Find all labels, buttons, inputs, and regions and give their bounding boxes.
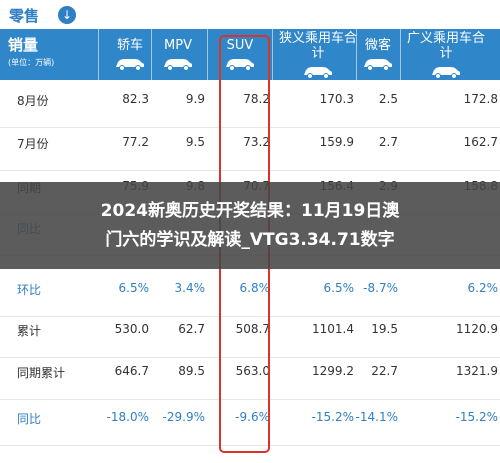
row-label: 8月份	[17, 94, 49, 108]
column-header-label: SUV	[226, 38, 254, 53]
car-icon	[432, 66, 460, 79]
row-divider	[0, 127, 500, 128]
column-header: SUV	[214, 29, 266, 80]
table-row: 8月份 82.3 9.9 78.2 170.3 2.5 172.8	[0, 85, 500, 129]
table-cell: -15.2%	[311, 410, 354, 424]
table-row: 同期累计 646.7 89.5 563.0 1299.2 22.7 1321.9	[0, 357, 500, 401]
suv-icon	[226, 59, 254, 71]
table-cell: 62.7	[178, 322, 205, 336]
column-header-label: 轿车	[116, 38, 143, 53]
headline-banner[interactable]: 2024新奥历史开奖结果：11月19日澳 门六的学识及解读_VTG3.34.71…	[0, 182, 500, 269]
column-header-label: 狭义乘用车合计	[278, 30, 357, 61]
header-separator	[356, 29, 357, 80]
table-cell: 1321.9	[456, 364, 498, 378]
table-cell: 530.0	[114, 322, 149, 336]
row-label: 环比	[17, 283, 42, 297]
table-cell: 9.9	[185, 92, 205, 106]
table-cell: 1299.2	[312, 364, 354, 378]
table-cell: 6.5%	[118, 281, 150, 295]
table-cell: 6.5%	[323, 281, 355, 295]
table-cell: 1101.4	[312, 322, 354, 336]
table-row: 环比 6.5% 3.4% 6.8% 6.5% -8.7% 6.2%	[0, 274, 500, 318]
table-cell: 9.5	[185, 135, 205, 149]
table-cell: 6.2%	[467, 281, 499, 295]
table-cell: 6.8%	[239, 281, 271, 295]
table-cell: 78.2	[243, 92, 270, 106]
table-cell: -29.9%	[162, 410, 205, 424]
column-header: 狭义乘用车合计	[277, 29, 359, 80]
table-cell: 3.4%	[174, 281, 206, 295]
table-cell: 646.7	[114, 364, 149, 378]
row-divider	[0, 357, 500, 358]
table-cell: -8.7%	[363, 281, 398, 295]
headline-line-1: 2024新奥历史开奖结果：11月19日澳	[100, 200, 400, 221]
table-cell: -15.2%	[455, 410, 498, 424]
table-header	[0, 29, 500, 80]
table-cell: 82.3	[122, 92, 149, 106]
minivan-icon	[364, 59, 392, 71]
table-cell: 22.7	[371, 364, 398, 378]
table-cell: 89.5	[178, 364, 205, 378]
table-cell: 172.8	[463, 92, 498, 106]
header-row-label: 销量 (单位：万辆)	[8, 34, 54, 68]
sedan-icon	[116, 59, 144, 71]
table-cell: 73.2	[243, 135, 270, 149]
column-header: 广义乘用车合计	[405, 29, 487, 80]
header-separator	[272, 29, 273, 80]
table-cell: 77.2	[122, 135, 149, 149]
column-header: 微客	[355, 29, 401, 80]
column-header: 轿车	[101, 29, 159, 80]
table-cell: 1120.9	[456, 322, 498, 336]
table-row: 7月份 77.2 9.5 73.2 159.9 2.7 162.7	[0, 128, 500, 172]
table-cell: -14.1%	[355, 410, 398, 424]
row-label: 同期累计	[17, 366, 66, 380]
table-cell: 162.7	[463, 135, 498, 149]
table-cell: 159.9	[319, 135, 354, 149]
table-cell: 508.7	[235, 322, 270, 336]
headline-line-2: 门六的学识及解读_VTG3.34.71数字	[105, 229, 395, 250]
row-label: 7月份	[17, 137, 49, 151]
car-icon	[304, 66, 332, 79]
section-title: 零售	[9, 7, 40, 25]
row-label: 累计	[17, 324, 42, 338]
header-separator	[400, 29, 401, 80]
column-header: MPV	[154, 29, 202, 80]
header-separator	[98, 29, 99, 80]
row-divider	[0, 170, 500, 171]
column-header-label: MPV	[164, 38, 192, 53]
row-divider	[0, 316, 500, 317]
header-separator	[151, 29, 152, 80]
column-header-label: 微客	[364, 38, 391, 53]
table-cell: 2.5	[378, 92, 398, 106]
mpv-icon	[164, 59, 192, 71]
row-divider	[0, 445, 500, 446]
table-cell: -18.0%	[106, 410, 149, 424]
table-cell: 170.3	[319, 92, 354, 106]
table-cell: -9.6%	[235, 410, 270, 424]
row-label: 同比	[17, 412, 42, 426]
table-row: 累计 530.0 62.7 508.7 1101.4 19.5 1120.9	[0, 315, 500, 359]
top-bar: 零售 ↓	[0, 0, 500, 29]
row-divider	[0, 399, 500, 400]
header-separator	[207, 29, 208, 80]
table-row: 同比 -18.0% -29.9% -9.6% -15.2% -14.1% -15.2%	[0, 403, 500, 447]
table-cell: 2.7	[378, 135, 398, 149]
download-arrow-icon[interactable]: ↓	[58, 6, 76, 24]
sales-label: 销量	[8, 36, 39, 54]
column-header-label: 广义乘用车合计	[406, 30, 485, 61]
table-cell: 563.0	[235, 364, 270, 378]
table-cell: 19.5	[371, 322, 398, 336]
unit-label: (单位：万辆)	[8, 58, 55, 67]
